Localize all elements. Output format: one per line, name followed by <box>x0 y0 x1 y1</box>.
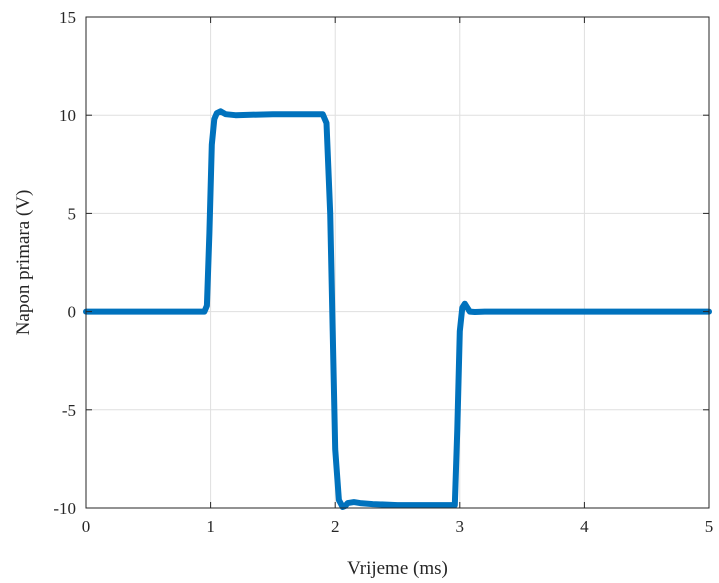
y-tick-label: -5 <box>62 401 76 420</box>
x-tick-label: 5 <box>705 517 714 536</box>
y-tick-label: 15 <box>59 8 76 27</box>
x-tick-label: 0 <box>82 517 91 536</box>
y-tick-label: 10 <box>59 106 76 125</box>
series-line <box>83 108 712 510</box>
x-tick-label: 3 <box>456 517 465 536</box>
y-tick-label: -10 <box>53 499 76 518</box>
x-tick-label: 4 <box>580 517 589 536</box>
x-tick-label: 2 <box>331 517 340 536</box>
y-tick-label: 5 <box>68 204 77 223</box>
y-axis-label: Napon primara (V) <box>13 190 34 336</box>
axes-frame <box>85 16 710 509</box>
x-axis-label: Vrijeme (ms) <box>347 558 448 579</box>
x-tick-label: 1 <box>206 517 215 536</box>
tick-labels: 0 1 2 3 4 5 -10 -5 0 5 10 15 <box>53 8 713 536</box>
plot-area <box>83 108 712 510</box>
grid <box>85 16 710 509</box>
y-tick-label: 0 <box>68 303 77 322</box>
